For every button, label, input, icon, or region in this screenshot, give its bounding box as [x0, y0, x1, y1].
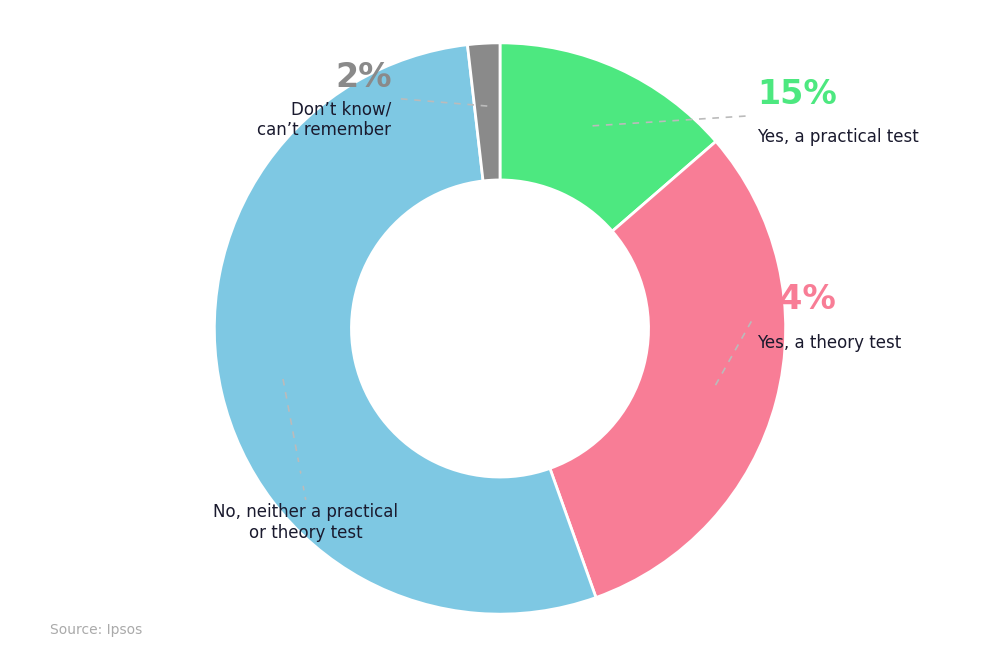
- Text: Yes, a theory test: Yes, a theory test: [757, 334, 901, 351]
- Text: Yes, a practical test: Yes, a practical test: [757, 128, 919, 146]
- Wedge shape: [214, 45, 596, 614]
- Wedge shape: [500, 43, 716, 231]
- Text: 2%: 2%: [335, 60, 391, 94]
- Wedge shape: [550, 141, 786, 597]
- Text: 59%: 59%: [266, 461, 346, 493]
- Text: 34%: 34%: [757, 283, 837, 317]
- Text: 15%: 15%: [757, 78, 837, 111]
- Text: No, neither a practical
or theory test: No, neither a practical or theory test: [213, 503, 398, 542]
- Text: Don’t know/
can’t remember: Don’t know/ can’t remember: [257, 101, 391, 139]
- Wedge shape: [467, 43, 500, 181]
- Text: Source: Ipsos: Source: Ipsos: [50, 623, 142, 637]
